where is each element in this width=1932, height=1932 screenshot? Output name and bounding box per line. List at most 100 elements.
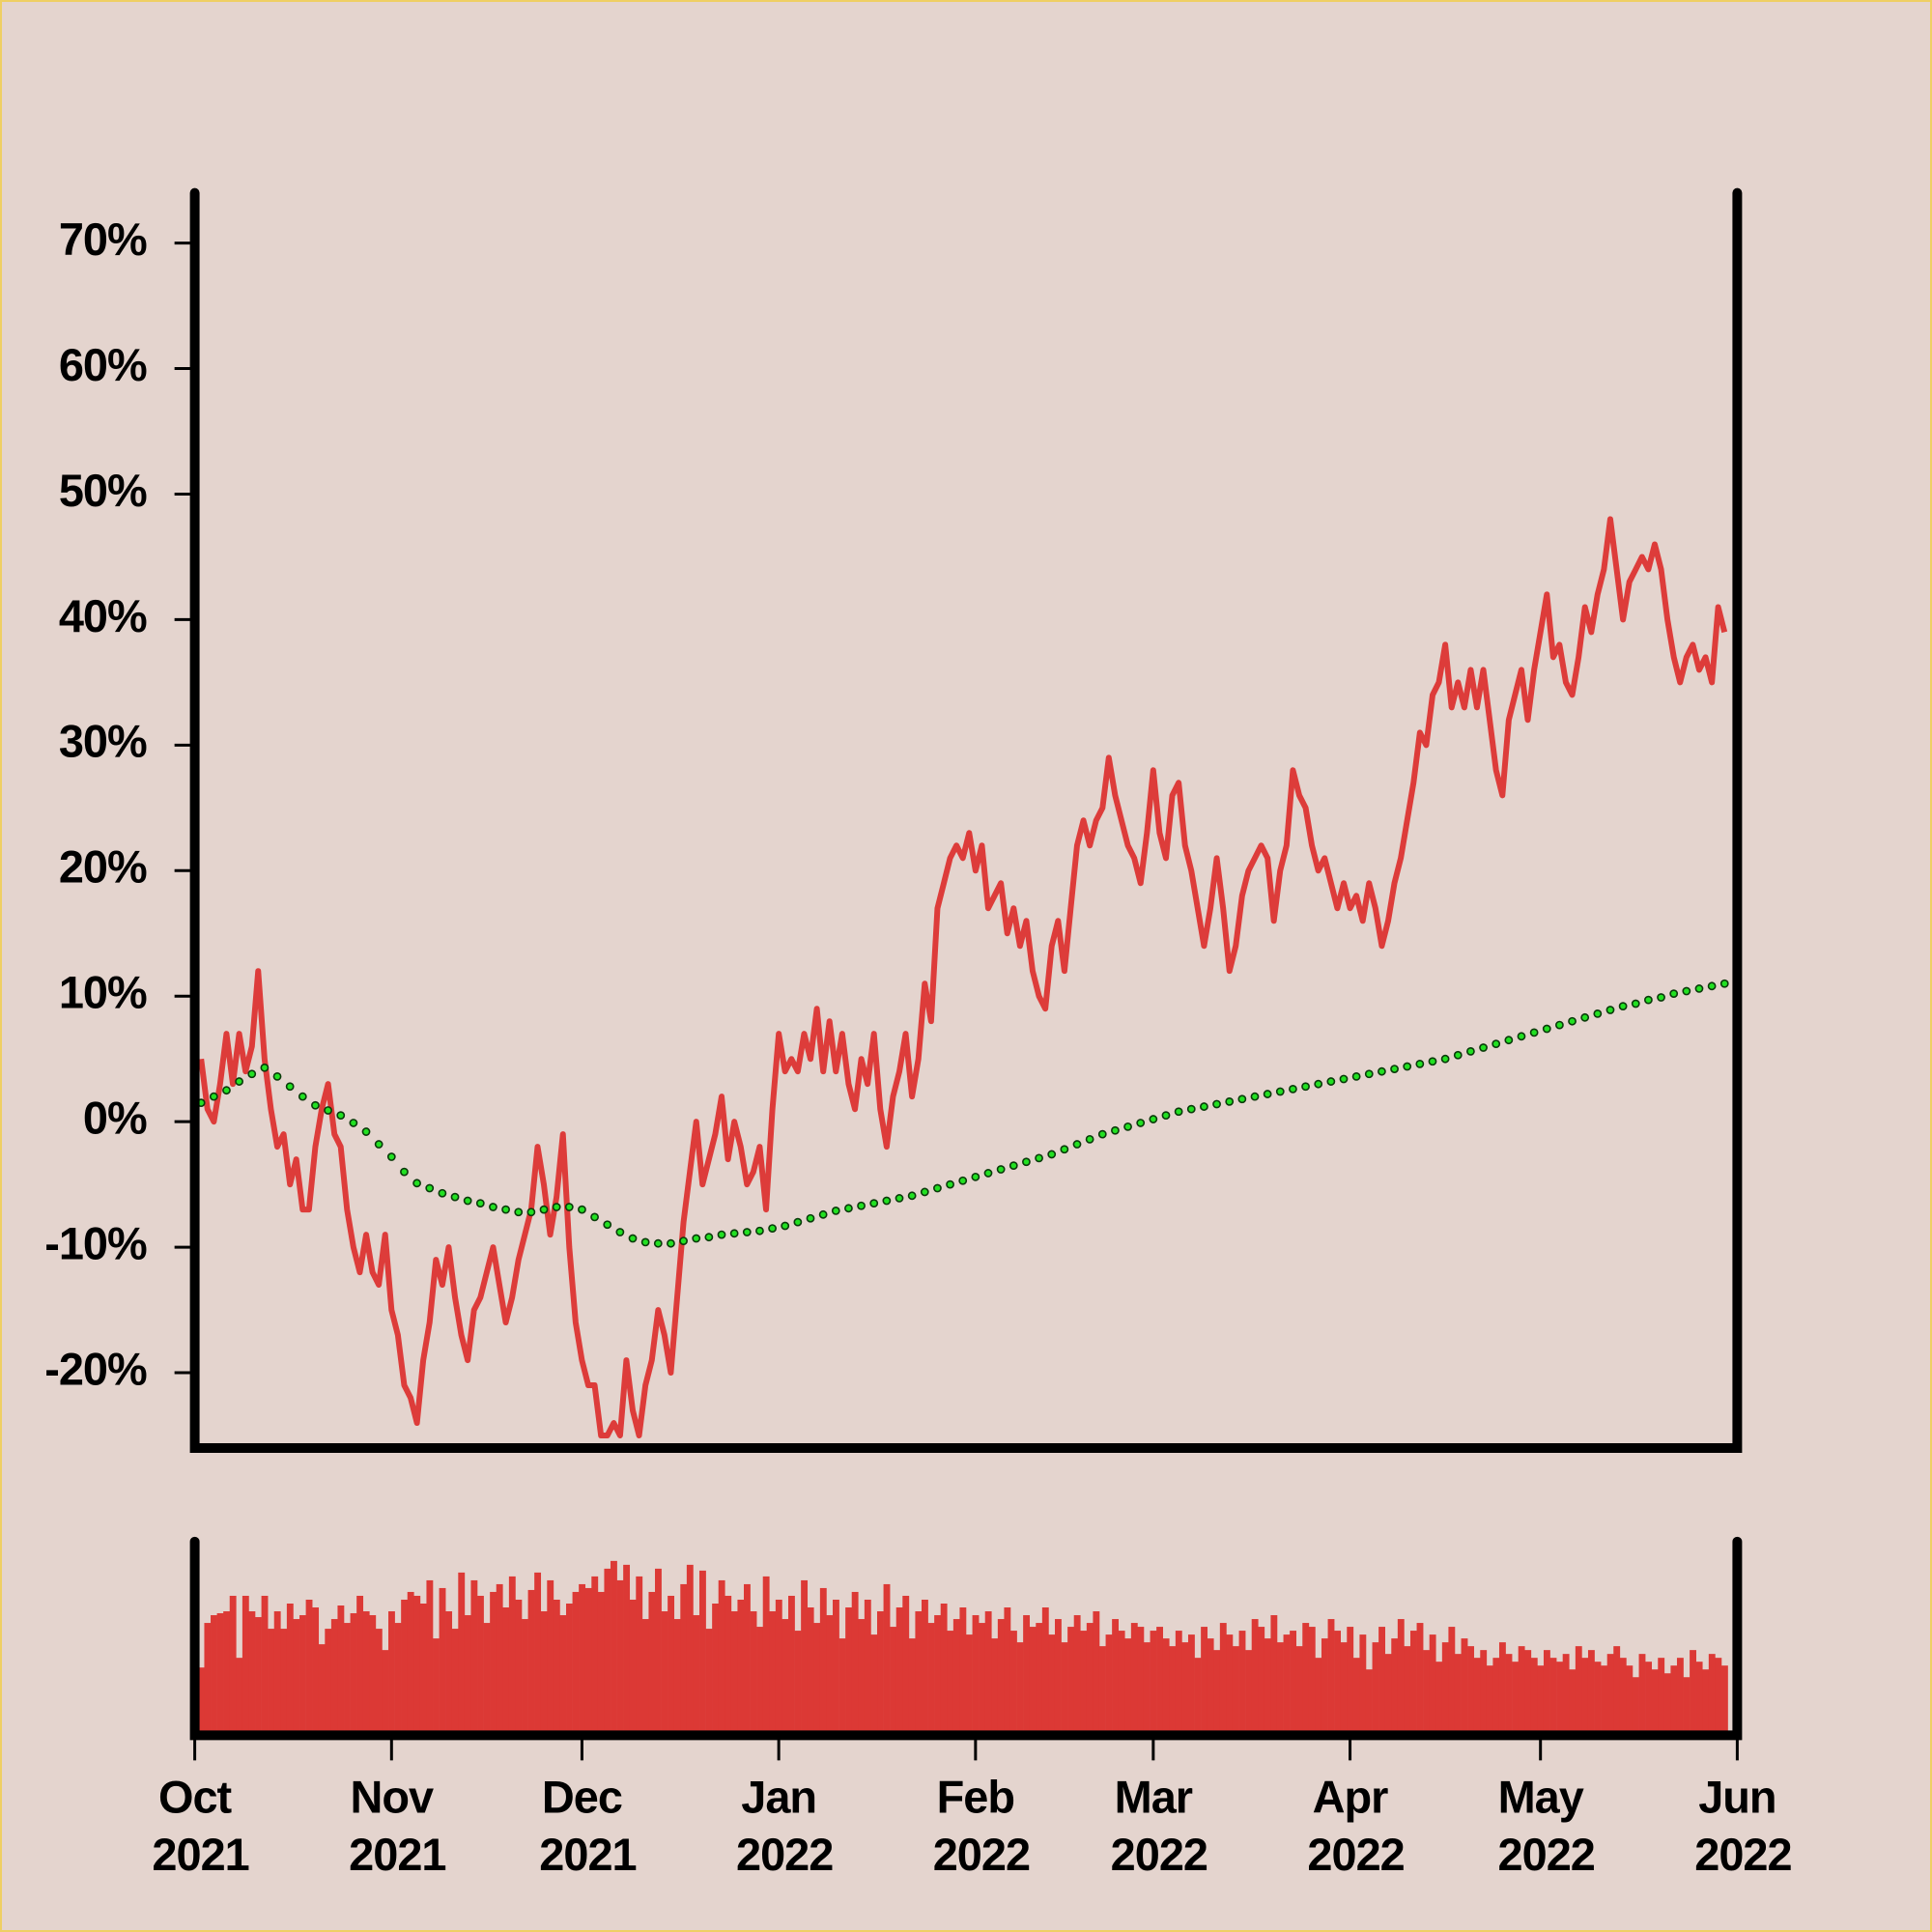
moving-average-dot: [438, 1188, 447, 1198]
volume-bar: [1308, 1627, 1316, 1736]
moving-average-dot: [578, 1205, 586, 1214]
price-panel: -20% -10% 0% 10% 20% 30% 40% 50% 60% 70%: [44, 214, 1729, 1439]
volume-bar: [1118, 1631, 1125, 1736]
volume-bar: [242, 1595, 249, 1736]
volume-bar: [1708, 1654, 1716, 1736]
volume-bar: [1715, 1658, 1722, 1736]
volume-bar: [1009, 1631, 1017, 1736]
x-tick-label: Mar 2022: [1099, 1773, 1208, 1881]
moving-average-dot: [692, 1234, 701, 1243]
volume-bar: [268, 1629, 275, 1736]
volume-bar: [1232, 1646, 1239, 1736]
volume-bar: [1638, 1654, 1646, 1736]
volume-bar: [305, 1599, 313, 1736]
moving-average-dot: [1479, 1043, 1488, 1052]
moving-average-dot: [1200, 1102, 1208, 1111]
volume-bar: [1587, 1650, 1595, 1736]
volume-bar: [522, 1619, 528, 1736]
moving-average-dot: [349, 1119, 358, 1127]
moving-average-dot: [781, 1221, 790, 1231]
x-tick-label-line: 2022: [1099, 1831, 1208, 1881]
moving-average-dot: [1517, 1032, 1526, 1041]
volume-bar: [1137, 1627, 1145, 1736]
moving-average-dot: [1719, 979, 1729, 988]
moving-average-dot: [1529, 1028, 1539, 1037]
volume-bar: [388, 1611, 395, 1736]
volume-bar: [1347, 1627, 1354, 1736]
moving-average-dot: [755, 1226, 764, 1236]
moving-average-dot: [1111, 1125, 1120, 1135]
volume-bar: [1175, 1631, 1182, 1736]
moving-average-dot: [907, 1191, 917, 1201]
volume-bar: [1429, 1634, 1436, 1736]
moving-average-dot: [818, 1209, 828, 1219]
volume-bar: [458, 1572, 466, 1736]
moving-average-dot: [1301, 1082, 1310, 1092]
volume-bar: [496, 1583, 503, 1736]
moving-average-dot: [1605, 1006, 1615, 1014]
volume-bar: [1124, 1638, 1132, 1736]
volume-bar: [1105, 1634, 1113, 1736]
moving-average-dot: [983, 1169, 993, 1178]
x-tick-label-line: Mar: [1115, 1773, 1193, 1823]
x-tick-label: Nov 2021: [337, 1773, 445, 1881]
volume-bar: [1041, 1607, 1049, 1736]
volume-bar: [1569, 1669, 1577, 1736]
moving-average-dot: [1326, 1077, 1336, 1086]
volume-bar: [623, 1564, 631, 1736]
volume-bar: [712, 1603, 720, 1736]
y-tick-label: 50%: [59, 466, 147, 516]
volume-bar: [984, 1611, 992, 1736]
volume-bar: [1670, 1665, 1678, 1736]
volume-bar: [744, 1583, 751, 1736]
moving-average-dot: [1657, 993, 1665, 1002]
moving-average-dot: [209, 1092, 218, 1101]
moving-average-dot: [971, 1172, 980, 1181]
volume-bar: [1549, 1658, 1557, 1736]
volume-bar: [1302, 1623, 1310, 1736]
moving-average-dot: [1339, 1074, 1349, 1084]
y-tick-label: -20%: [44, 1344, 147, 1394]
moving-average-dot: [1364, 1069, 1374, 1079]
volume-bar: [579, 1583, 586, 1736]
volume-bar: [1498, 1642, 1506, 1736]
x-tick-label: Apr 2022: [1295, 1773, 1404, 1881]
moving-average-dot: [222, 1086, 231, 1095]
volume-bar: [890, 1627, 897, 1736]
volume-bar: [1384, 1654, 1392, 1736]
volume-bar: [1258, 1627, 1265, 1736]
volume-bar: [204, 1623, 212, 1736]
volume-bar: [1658, 1658, 1665, 1736]
moving-average-dot: [1250, 1092, 1260, 1101]
volume-bar: [1613, 1646, 1621, 1736]
x-tick-label: Feb 2022: [922, 1773, 1030, 1881]
volume-bar: [464, 1615, 471, 1736]
moving-average-dot: [1378, 1066, 1386, 1076]
volume-bar: [419, 1603, 427, 1736]
volume-bar: [826, 1615, 834, 1736]
y-tick-label: 40%: [59, 591, 147, 641]
moving-average-dot: [640, 1237, 650, 1247]
volume-bar: [584, 1587, 592, 1736]
volume-bar: [1391, 1638, 1399, 1736]
volume-bar: [286, 1603, 294, 1736]
volume-bar: [261, 1595, 269, 1736]
volume-bar: [1290, 1631, 1297, 1736]
volume-bar: [1492, 1658, 1500, 1736]
volume-bar: [477, 1595, 484, 1736]
volume-bar: [1029, 1627, 1037, 1736]
moving-average-dot: [857, 1201, 866, 1210]
volume-bar: [1150, 1631, 1157, 1736]
volume-bar: [1156, 1627, 1164, 1736]
y-tick-label: 30%: [59, 717, 147, 767]
volume-bar: [490, 1591, 497, 1736]
volume-bar: [1112, 1619, 1120, 1736]
y-tick-label: 10%: [59, 968, 147, 1018]
volume-bar: [382, 1650, 389, 1736]
volume-bar: [362, 1611, 370, 1736]
x-tick-label-line: Jun: [1698, 1773, 1776, 1823]
volume-bar: [947, 1631, 954, 1736]
volume-bar: [483, 1623, 491, 1736]
volume-bar: [1194, 1658, 1202, 1736]
volume-bar: [1480, 1650, 1488, 1736]
